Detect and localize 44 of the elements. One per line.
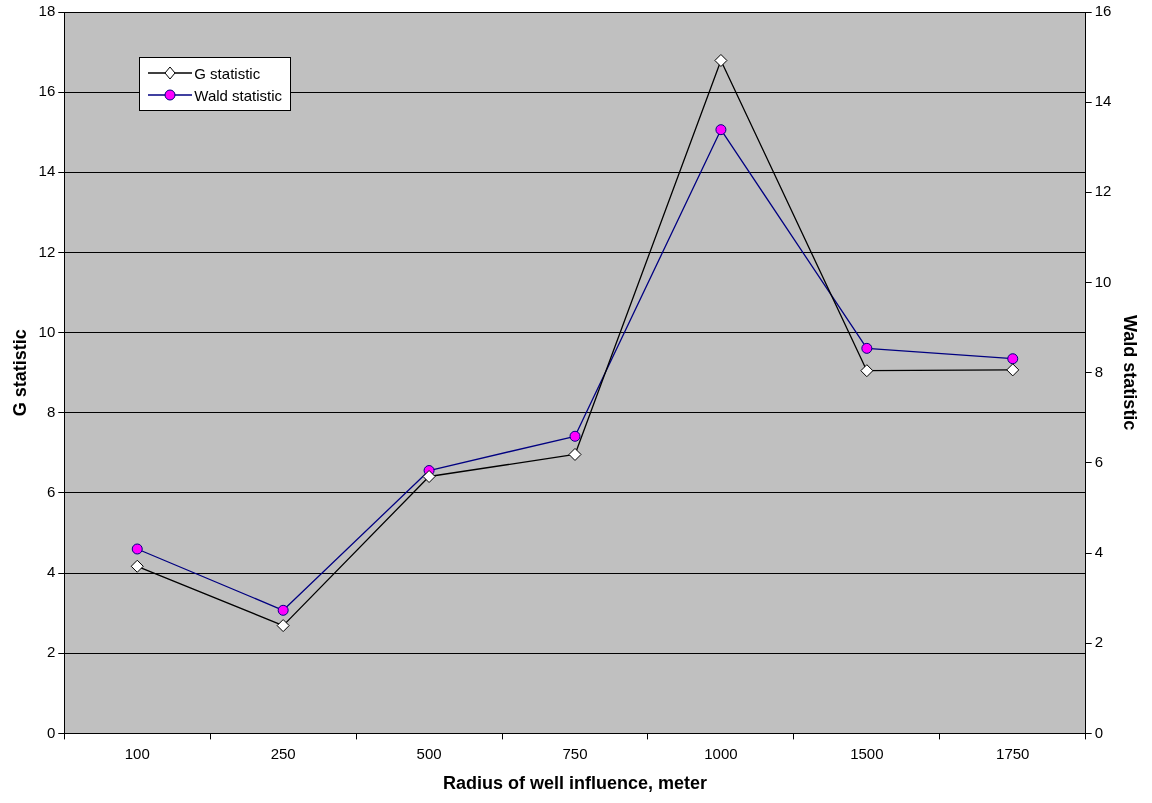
x-tick-label: 1750: [996, 744, 1030, 762]
y2-tick-label: 8: [1094, 362, 1104, 380]
point: [860, 364, 874, 378]
point: [861, 342, 873, 354]
y2-tick-label: 6: [1094, 453, 1104, 471]
y-axis-title: G statistic: [9, 329, 30, 417]
y2-tick-label: 16: [1094, 2, 1112, 20]
point: [276, 619, 290, 633]
point: [715, 124, 727, 136]
point: [277, 604, 289, 616]
point: [714, 53, 728, 67]
x-tick-label: 100: [124, 744, 150, 762]
y-tick-label: 12: [38, 242, 56, 260]
y-tick-label: 10: [38, 322, 56, 340]
y-tick-label: 4: [46, 563, 56, 581]
y2-axis-title: Wald statistic: [1120, 315, 1141, 431]
y2-tick-label: 10: [1094, 272, 1112, 290]
y2-tick-label: 2: [1094, 633, 1104, 651]
x-tick-label: 1500: [850, 744, 884, 762]
x-tick-label: 750: [562, 744, 588, 762]
point: [1007, 353, 1019, 365]
point: [130, 559, 144, 573]
legend-label: Wald statistic: [194, 86, 283, 104]
legend-label: G statistic: [194, 64, 261, 82]
x-tick-label: 1000: [704, 744, 738, 762]
y-tick-label: 8: [46, 402, 56, 420]
point: [1006, 363, 1020, 377]
y2-tick-label: 0: [1094, 723, 1104, 741]
y-tick-label: 0: [46, 723, 56, 741]
y-tick-label: 14: [38, 162, 56, 180]
x-tick-label: 250: [270, 744, 296, 762]
y2-tick-label: 4: [1094, 543, 1104, 561]
y2-tick-label: 14: [1094, 92, 1112, 110]
y-tick-label: 6: [46, 483, 56, 501]
y-tick-label: 18: [38, 2, 56, 20]
x-tick-label: 500: [416, 744, 442, 762]
point: [422, 470, 436, 483]
y2-tick-label: 12: [1094, 182, 1112, 200]
point: [568, 447, 582, 461]
y-tick-label: 16: [38, 82, 56, 100]
x-axis-title: Radius of well influence, meter: [442, 773, 708, 794]
point: [131, 543, 143, 555]
point: [569, 430, 581, 442]
y-tick-label: 2: [46, 643, 56, 661]
